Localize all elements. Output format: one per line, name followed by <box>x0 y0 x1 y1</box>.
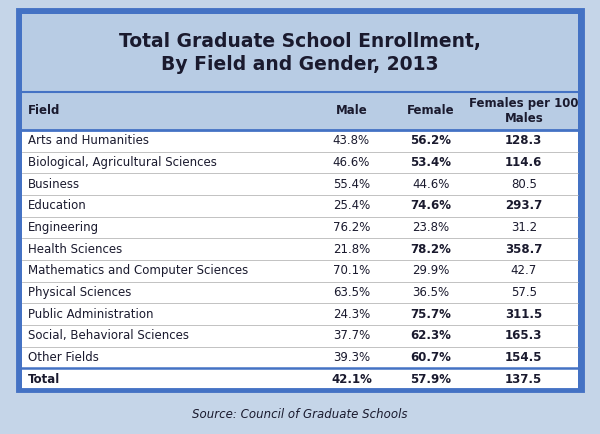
Text: 39.3%: 39.3% <box>333 351 370 364</box>
Text: 53.4%: 53.4% <box>410 156 451 169</box>
Text: 62.3%: 62.3% <box>410 329 451 342</box>
Bar <box>18 10 582 390</box>
Text: 25.4%: 25.4% <box>333 199 370 212</box>
Text: Field: Field <box>28 105 61 118</box>
Text: 29.9%: 29.9% <box>412 264 449 277</box>
Text: 154.5: 154.5 <box>505 351 542 364</box>
Text: 43.8%: 43.8% <box>333 135 370 147</box>
Text: 56.2%: 56.2% <box>410 135 451 147</box>
Text: Public Administration: Public Administration <box>28 308 154 321</box>
Text: 63.5%: 63.5% <box>333 286 370 299</box>
Text: 42.7: 42.7 <box>511 264 537 277</box>
Text: 165.3: 165.3 <box>505 329 542 342</box>
Text: 42.1%: 42.1% <box>331 373 372 386</box>
Bar <box>18 10 582 390</box>
Text: Male: Male <box>335 105 367 118</box>
Text: 80.5: 80.5 <box>511 178 537 191</box>
Bar <box>22 130 578 390</box>
Text: 114.6: 114.6 <box>505 156 542 169</box>
Text: Arts and Humanities: Arts and Humanities <box>28 135 149 147</box>
Text: Source: Council of Graduate Schools: Source: Council of Graduate Schools <box>192 408 408 421</box>
Text: 128.3: 128.3 <box>505 135 542 147</box>
Text: 31.2: 31.2 <box>511 221 537 234</box>
Text: 44.6%: 44.6% <box>412 178 449 191</box>
Text: 76.2%: 76.2% <box>333 221 370 234</box>
Text: 74.6%: 74.6% <box>410 199 451 212</box>
Text: 75.7%: 75.7% <box>410 308 451 321</box>
Text: Female: Female <box>407 105 454 118</box>
Text: 70.1%: 70.1% <box>333 264 370 277</box>
Text: 21.8%: 21.8% <box>333 243 370 256</box>
Text: 60.7%: 60.7% <box>410 351 451 364</box>
Bar <box>22 92 578 130</box>
Text: Social, Behavioral Sciences: Social, Behavioral Sciences <box>28 329 189 342</box>
Text: Engineering: Engineering <box>28 221 99 234</box>
Text: Education: Education <box>28 199 87 212</box>
Text: 311.5: 311.5 <box>505 308 542 321</box>
Text: 37.7%: 37.7% <box>333 329 370 342</box>
Text: 137.5: 137.5 <box>505 373 542 386</box>
Text: 23.8%: 23.8% <box>412 221 449 234</box>
Text: 24.3%: 24.3% <box>333 308 370 321</box>
Text: Biological, Agricultural Sciences: Biological, Agricultural Sciences <box>28 156 217 169</box>
Text: 293.7: 293.7 <box>505 199 542 212</box>
Text: 46.6%: 46.6% <box>333 156 370 169</box>
Text: Females per 100
Males: Females per 100 Males <box>469 97 578 125</box>
Text: 78.2%: 78.2% <box>410 243 451 256</box>
Text: Other Fields: Other Fields <box>28 351 99 364</box>
Text: 57.5: 57.5 <box>511 286 537 299</box>
Text: 57.9%: 57.9% <box>410 373 451 386</box>
Text: Total: Total <box>28 373 60 386</box>
Text: Physical Sciences: Physical Sciences <box>28 286 131 299</box>
Text: Health Sciences: Health Sciences <box>28 243 122 256</box>
Bar <box>22 14 578 92</box>
Text: Mathematics and Computer Sciences: Mathematics and Computer Sciences <box>28 264 248 277</box>
Text: Total Graduate School Enrollment,
By Field and Gender, 2013: Total Graduate School Enrollment, By Fie… <box>119 33 481 73</box>
Text: Business: Business <box>28 178 80 191</box>
Text: 36.5%: 36.5% <box>412 286 449 299</box>
Text: 55.4%: 55.4% <box>333 178 370 191</box>
Text: 358.7: 358.7 <box>505 243 542 256</box>
